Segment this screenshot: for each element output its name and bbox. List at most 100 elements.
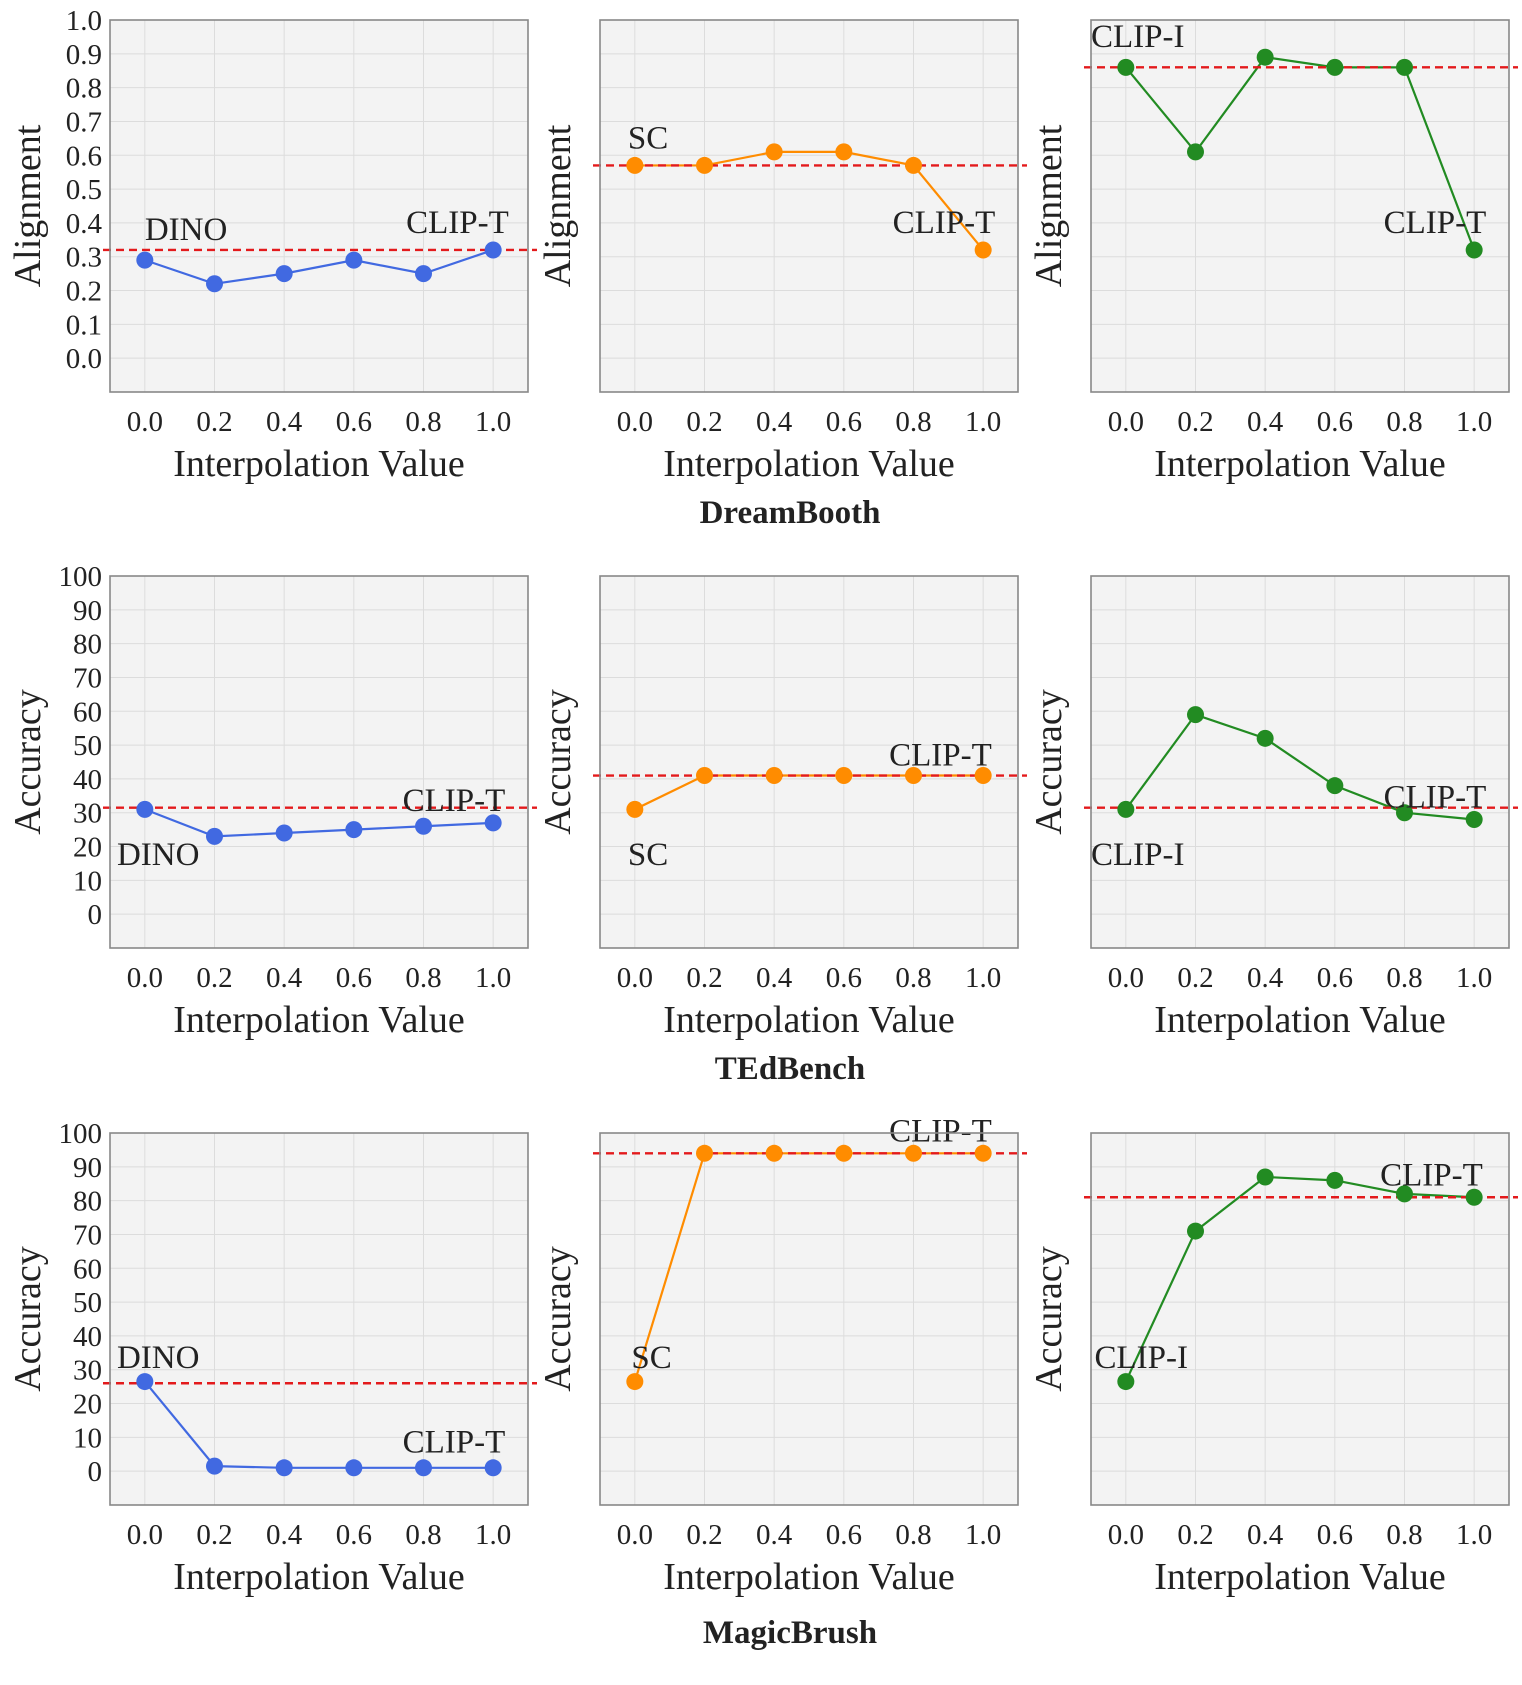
- group-title: TEdBench: [715, 1051, 865, 1087]
- x-axis-label: Interpolation Value: [663, 443, 955, 485]
- y-tick-label: 0.6: [66, 140, 102, 172]
- data-point: [415, 817, 432, 835]
- y-tick-label: 80: [73, 1186, 102, 1218]
- y-tick-label: 90: [73, 1152, 102, 1184]
- x-axis-label: Interpolation Value: [1154, 1556, 1446, 1598]
- annotation-label: CLIP-T: [1384, 205, 1487, 241]
- x-tick-label: 0.2: [196, 406, 232, 438]
- data-point: [1465, 241, 1483, 259]
- annotation-label: DINO: [117, 1340, 199, 1376]
- x-tick-label: 0.6: [336, 406, 372, 438]
- x-tick-label: 0.6: [826, 962, 862, 994]
- x-tick-label: 0.0: [127, 962, 163, 994]
- series-line: [144, 808, 494, 838]
- x-tick-label: 0.0: [1108, 1519, 1144, 1551]
- x-tick-label: 0.2: [196, 962, 232, 994]
- data-point: [275, 824, 293, 842]
- y-tick-label: 0.4: [66, 208, 103, 240]
- data-point: [345, 1459, 363, 1477]
- series-line: [1124, 713, 1475, 821]
- y-tick-label: 10: [73, 1422, 102, 1454]
- annotation-label: CLIP-T: [893, 205, 996, 241]
- y-tick-label: 30: [73, 1355, 102, 1387]
- data-point: [765, 1144, 783, 1162]
- data-point: [1256, 1168, 1274, 1186]
- data-point: [1187, 706, 1204, 724]
- data-point: [136, 800, 154, 818]
- x-tick-label: 0.4: [266, 406, 303, 438]
- data-point: [835, 1144, 853, 1162]
- y-tick-label: 100: [59, 1118, 103, 1150]
- x-tick-label: 0.2: [1177, 406, 1213, 438]
- x-tick-label: 0.6: [1317, 1519, 1353, 1551]
- y-tick-label: 40: [73, 764, 102, 796]
- x-tick-label: 1.0: [475, 962, 511, 994]
- annotation-label: SC: [631, 1340, 671, 1376]
- y-axis-label: Alignment: [7, 124, 49, 287]
- x-tick-label: 0.0: [617, 962, 653, 994]
- data-point: [1396, 1185, 1413, 1203]
- x-tick-label: 1.0: [1456, 1519, 1492, 1551]
- y-axis-label: Accuracy: [537, 1246, 579, 1392]
- x-tick-label: 0.2: [686, 962, 722, 994]
- annotation-label: CLIP-I: [1094, 1340, 1188, 1376]
- x-axis-label: Interpolation Value: [173, 999, 465, 1041]
- x-tick-label: 0.4: [756, 406, 793, 438]
- series-line: [634, 150, 985, 251]
- data-point: [905, 767, 922, 785]
- x-tick-label: 0.6: [826, 406, 862, 438]
- data-point: [905, 1144, 922, 1162]
- x-tick-label: 0.8: [405, 406, 441, 438]
- y-tick-label: 0.1: [66, 309, 102, 341]
- chart-panel-magicbrush-clip-i: 0.0 0.2 0.4 0.6 0.8 1.0 Interpolation Value Acc…: [1028, 1132, 1518, 1598]
- annotation-label: CLIP-T: [406, 205, 509, 241]
- x-axis-label: Interpolation Value: [1154, 443, 1446, 485]
- data-point: [1117, 1373, 1135, 1391]
- chart-panel-tedbench-dino: 0.0 0.2 0.4 0.6 0.8 1.0 0102030405060708090100…: [7, 561, 537, 1041]
- annotation-label: CLIP-I: [1091, 837, 1185, 873]
- y-tick-label: 1.0: [66, 5, 102, 37]
- y-axis-label: Alignment: [1028, 124, 1070, 287]
- annotation-label: CLIP-T: [1384, 780, 1487, 816]
- plot-frame: [599, 575, 1019, 949]
- data-point: [345, 821, 363, 839]
- y-axis-label: Accuracy: [7, 1246, 49, 1392]
- annotation-label: CLIP-T: [889, 737, 992, 773]
- x-tick-label: 0.0: [1108, 406, 1144, 438]
- plot-area: [600, 576, 1018, 948]
- x-tick-label: 0.6: [1317, 406, 1353, 438]
- x-tick-label: 0.8: [1386, 406, 1422, 438]
- chart-panel-dreambooth-dino: 0.0 0.2 0.4 0.6 0.8 1.00.00.10.20.30.40.50.60…: [7, 5, 537, 485]
- y-tick-label: 20: [73, 832, 102, 864]
- data-point: [1465, 1188, 1483, 1206]
- annotation-label: SC: [628, 837, 668, 873]
- annotation-label: CLIP-T: [403, 783, 506, 819]
- annotation-label: CLIP-I: [1091, 19, 1185, 55]
- data-point: [905, 156, 922, 174]
- x-tick-label: 0.4: [756, 1519, 793, 1551]
- data-point: [765, 143, 783, 161]
- series-line: [1124, 56, 1476, 251]
- x-tick-label: 0.4: [266, 962, 303, 994]
- x-axis-label: Interpolation Value: [173, 1556, 465, 1598]
- data-point: [275, 1459, 293, 1477]
- y-axis-label: Alignment: [537, 124, 579, 287]
- data-point: [626, 800, 644, 818]
- x-tick-label: 0.4: [1247, 962, 1284, 994]
- plot-area: [110, 1133, 528, 1505]
- x-tick-label: 0.4: [266, 1519, 303, 1551]
- x-tick-label: 0.4: [1247, 406, 1284, 438]
- y-tick-label: 0.8: [66, 73, 102, 105]
- x-tick-label: 0.0: [617, 406, 653, 438]
- x-axis-label: Interpolation Value: [663, 1556, 955, 1598]
- chart-panel-dreambooth-sc: 0.0 0.2 0.4 0.6 0.8 1.0 Interpolation Value Ali…: [537, 19, 1027, 485]
- group-title: MagicBrush: [703, 1615, 877, 1651]
- y-tick-label: 30: [73, 798, 102, 830]
- data-point: [1396, 58, 1413, 76]
- chart-panel-tedbench-clip-i: 0.0 0.2 0.4 0.6 0.8 1.0 Interpolation Value Acc…: [1028, 575, 1518, 1041]
- chart-panel-tedbench-sc: 0.0 0.2 0.4 0.6 0.8 1.0 Interpolation Value Acc…: [537, 575, 1027, 1041]
- y-tick-label: 60: [73, 1253, 102, 1285]
- annotation-label: DINO: [145, 212, 227, 248]
- plot-area: [600, 1133, 1018, 1505]
